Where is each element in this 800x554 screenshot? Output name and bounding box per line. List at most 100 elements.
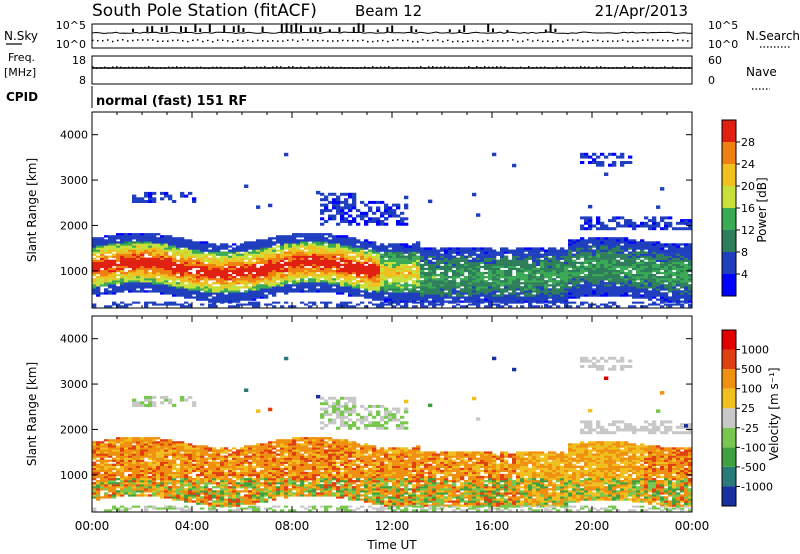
power-cell	[228, 288, 233, 291]
power-cell	[576, 280, 581, 283]
power-cell	[340, 241, 345, 244]
power-cell	[352, 259, 357, 262]
nave-tick-top: 60	[708, 54, 722, 67]
power-cell	[164, 243, 169, 246]
power-cell	[612, 253, 617, 256]
power-cell	[588, 204, 593, 209]
power-cell	[316, 274, 321, 277]
power-cell	[456, 298, 461, 301]
power-cell	[172, 261, 177, 264]
power-cell	[352, 195, 357, 199]
power-cell	[616, 255, 621, 258]
power-cell	[244, 265, 249, 269]
power-cell	[184, 194, 189, 198]
power-cell	[588, 263, 593, 267]
power-cell	[492, 261, 497, 264]
power-cell	[376, 296, 381, 299]
power-cell	[352, 192, 357, 196]
power-cell	[168, 271, 173, 275]
power-cell	[244, 280, 249, 283]
power-cell	[572, 284, 577, 287]
power-cell	[616, 290, 621, 293]
power-cell	[552, 265, 557, 269]
power-cell	[564, 305, 569, 308]
velocity-cell	[96, 469, 101, 473]
power-cell	[104, 255, 109, 258]
power-cell	[436, 263, 441, 267]
power-cell	[188, 278, 193, 281]
power-cell	[336, 263, 341, 267]
power-cell	[536, 282, 541, 285]
power-cell	[536, 294, 541, 297]
power-cell	[124, 280, 129, 283]
power-cell	[652, 227, 657, 231]
power-cell	[508, 265, 513, 269]
power-cell	[512, 301, 517, 304]
power-cell	[336, 267, 341, 271]
power-cell	[312, 282, 317, 285]
power-cell	[688, 290, 693, 293]
power-cell	[424, 290, 429, 293]
power-cell	[432, 294, 437, 297]
power-cell	[216, 271, 221, 275]
power-cell	[168, 255, 173, 258]
power-cell	[156, 290, 161, 293]
power-cell	[144, 274, 149, 277]
velocity-cell	[104, 509, 109, 512]
power-cell	[148, 251, 153, 254]
power-cell	[160, 251, 165, 254]
power-cell	[332, 271, 337, 275]
nave-dot	[560, 66, 562, 69]
colorbar-swatch	[722, 230, 736, 252]
power-cell	[348, 192, 353, 196]
power-cell	[640, 301, 645, 304]
power-cell	[280, 278, 285, 281]
power-cell	[112, 263, 117, 267]
power-cell	[252, 247, 257, 250]
power-cell	[320, 233, 325, 236]
power-cell	[348, 261, 353, 264]
power-cell	[536, 247, 541, 250]
power-cell	[176, 237, 181, 240]
power-cell	[188, 245, 193, 248]
power-cell	[196, 271, 201, 275]
power-cell	[524, 269, 529, 273]
power-cell	[520, 301, 525, 304]
power-cell	[360, 249, 365, 252]
power-cell	[544, 298, 549, 301]
power-cell	[316, 261, 321, 264]
power-cell	[420, 286, 425, 289]
power-cell	[136, 197, 141, 201]
power-cell	[640, 255, 645, 258]
power-cell	[624, 280, 629, 283]
power-cell	[588, 265, 593, 269]
power-cell	[552, 286, 557, 289]
noise-bar	[261, 26, 264, 32]
power-cell	[160, 280, 165, 283]
power-cell	[580, 265, 585, 269]
velocity-heatmap	[92, 356, 693, 512]
power-cell	[652, 219, 657, 223]
power-cell	[304, 263, 309, 267]
power-cell	[352, 288, 357, 291]
power-cell	[140, 284, 145, 287]
power-cell	[316, 259, 321, 262]
power-cell	[364, 271, 369, 275]
power-cell	[644, 224, 649, 228]
power-cell	[320, 288, 325, 291]
power-cell	[332, 235, 337, 238]
power-cell	[380, 294, 385, 297]
power-cell	[512, 296, 517, 299]
power-cell	[512, 263, 517, 267]
power-cell	[128, 255, 133, 258]
power-cell	[252, 243, 257, 246]
power-cell	[684, 296, 689, 299]
power-cell	[652, 247, 657, 250]
power-cell	[600, 282, 605, 285]
power-cell	[588, 259, 593, 262]
power-cell	[352, 251, 357, 254]
power-cell	[204, 259, 209, 262]
power-cell	[400, 292, 405, 295]
power-cell	[120, 286, 125, 289]
power-cell	[624, 219, 629, 223]
